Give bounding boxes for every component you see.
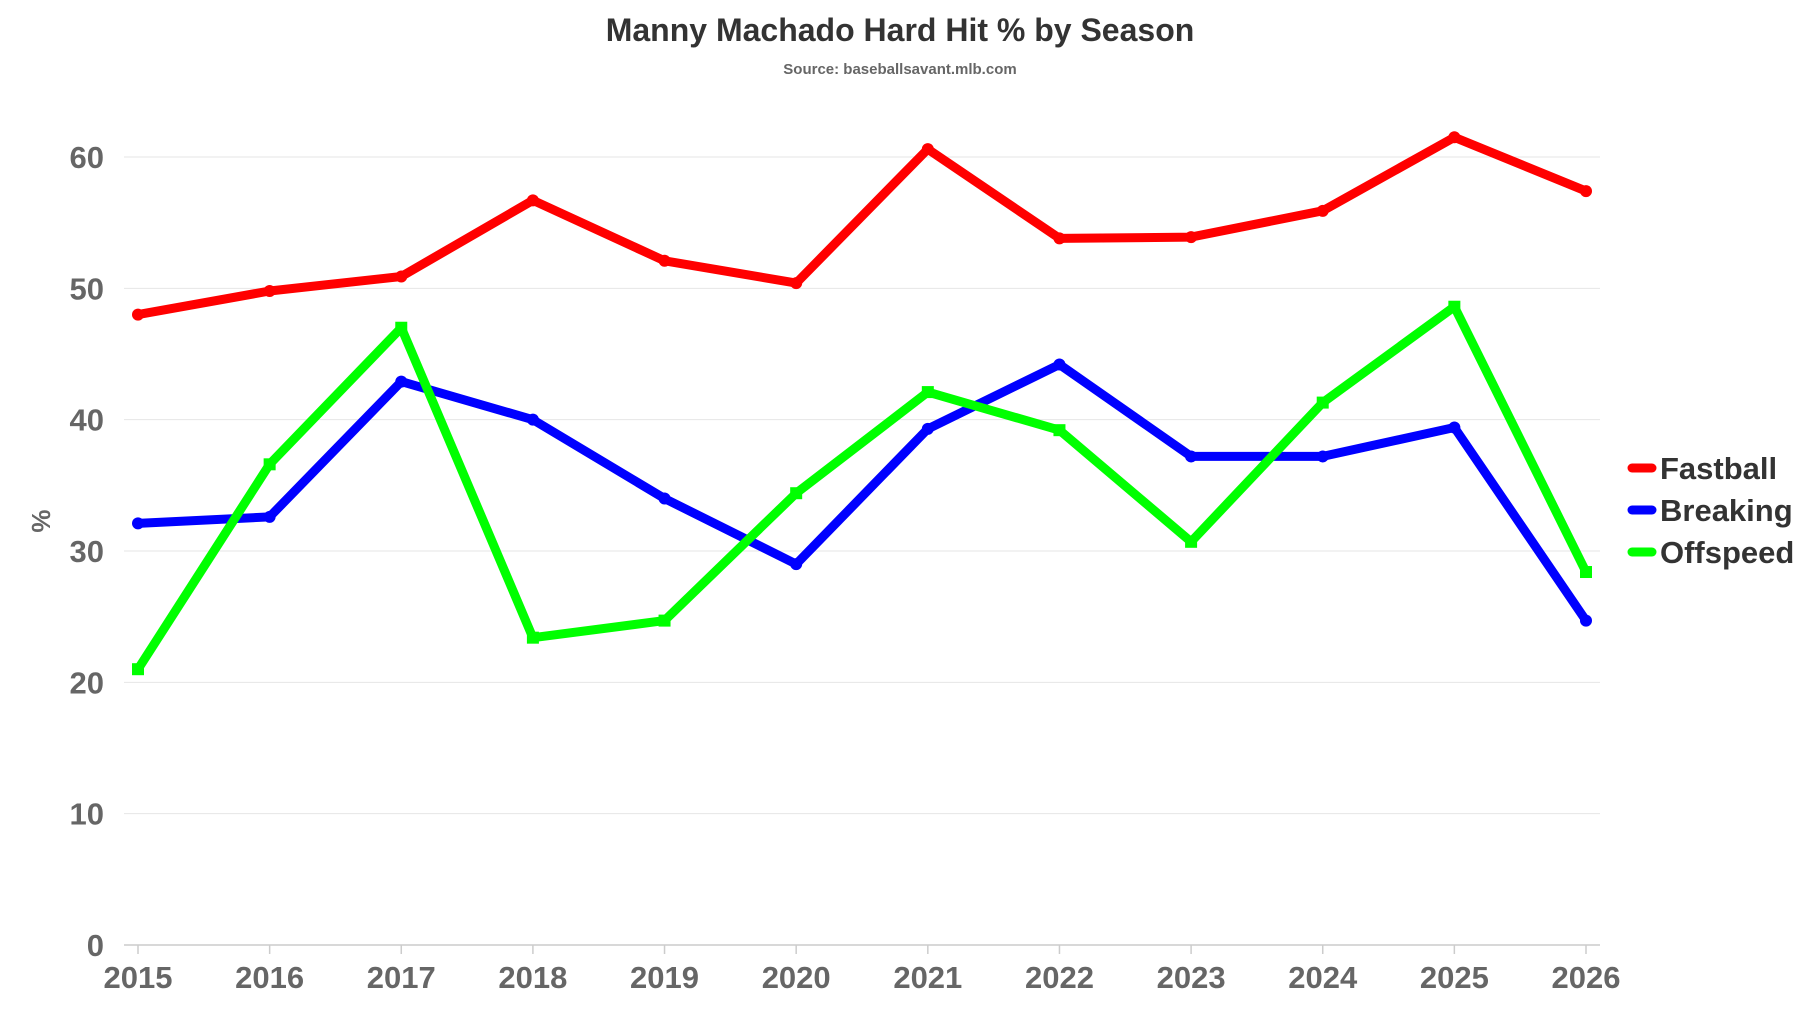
legend-label-offspeed: Offspeed (1660, 535, 1794, 570)
data-point-offspeed (1580, 566, 1592, 579)
legend-label-breaking: Breaking (1660, 493, 1793, 528)
chart-title: Manny Machado Hard Hit % by Season (606, 12, 1195, 48)
data-point-breaking (1580, 614, 1592, 627)
legend-item-fastball: Fastball (1627, 451, 1777, 486)
data-point-offspeed (790, 487, 803, 500)
data-point-offspeed (658, 614, 671, 627)
chart-subtitle: Source: baseballsavant.mlb.com (783, 61, 1016, 78)
data-point-fastball (395, 270, 408, 283)
gridlines (124, 156, 1600, 946)
y-tick-label: 60 (70, 140, 104, 175)
y-tick-label: 0 (87, 928, 104, 963)
axes: 0 10 20 30 40 50 60 2015 2016 2017 2018 2019 2020 202… (70, 140, 1621, 995)
x-tick-label: 2020 (762, 960, 831, 995)
data-point-offspeed (921, 386, 934, 399)
legend-item-breaking: Breaking (1627, 493, 1793, 528)
data-point-breaking (658, 492, 671, 505)
data-point-fastball (1580, 185, 1592, 198)
data-point-fastball (790, 277, 803, 290)
y-tick-label: 20 (70, 665, 104, 700)
data-point-offspeed (1053, 424, 1066, 437)
data-point-breaking (1053, 358, 1066, 371)
data-point-breaking (263, 510, 276, 523)
data-point-offspeed (1185, 535, 1198, 548)
data-point-offspeed (132, 663, 144, 676)
data-point-fastball (1448, 131, 1461, 144)
data-point-offspeed (263, 458, 276, 471)
data-point-offspeed (1448, 300, 1461, 313)
series-line-breaking (133, 360, 1591, 626)
x-tick-label: 2023 (1157, 960, 1226, 995)
y-tick-label: 40 (70, 403, 104, 438)
data-point-breaking (132, 517, 144, 530)
legend-item-offspeed: Offspeed (1627, 535, 1794, 570)
x-tick-label: 2022 (1025, 960, 1094, 995)
data-point-breaking (790, 558, 803, 571)
data-point-fastball (1316, 204, 1329, 217)
data-point-fastball (658, 254, 671, 267)
x-tick-label: 2016 (235, 960, 304, 995)
series-line-offspeed (133, 302, 1591, 674)
legend-label-fastball: Fastball (1660, 451, 1777, 486)
x-tick-label: 2019 (630, 960, 699, 995)
data-point-breaking (1448, 421, 1461, 434)
x-tick-label: 2017 (367, 960, 436, 995)
data-point-offspeed (526, 631, 539, 644)
data-point-fastball (263, 284, 276, 297)
x-tick-label: 2021 (893, 960, 962, 995)
data-point-fastball (921, 143, 934, 156)
data-point-fastball (526, 194, 539, 207)
data-point-breaking (526, 413, 539, 426)
data-point-fastball (132, 308, 144, 321)
y-tick-label: 10 (70, 797, 104, 832)
data-point-breaking (1316, 450, 1329, 463)
y-axis-label: % (26, 509, 56, 532)
y-tick-label: 30 (70, 534, 104, 569)
data-point-offspeed (1316, 396, 1329, 409)
x-tick-label: 2026 (1552, 960, 1621, 995)
x-tick-label: 2018 (498, 960, 567, 995)
x-tick-label: 2025 (1420, 960, 1489, 995)
x-tick-label: 2015 (104, 960, 173, 995)
y-tick-label: 50 (70, 271, 104, 306)
data-point-fastball (1053, 232, 1066, 245)
data-point-offspeed (395, 321, 408, 334)
data-point-breaking (1185, 450, 1198, 463)
series-lines (132, 131, 1592, 676)
data-point-breaking (395, 375, 408, 388)
x-tick-label: 2024 (1288, 960, 1358, 995)
data-point-breaking (921, 422, 934, 435)
series-line-fastball (133, 132, 1591, 320)
legend: Fastball Breaking Offspeed (1627, 451, 1794, 570)
data-point-fastball (1185, 231, 1198, 244)
